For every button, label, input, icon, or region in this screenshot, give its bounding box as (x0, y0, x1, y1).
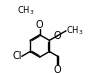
Text: CH$_3$: CH$_3$ (17, 4, 35, 17)
Text: O: O (54, 65, 61, 73)
Text: O: O (36, 20, 44, 30)
Text: CH$_3$: CH$_3$ (66, 25, 84, 37)
Text: O: O (54, 31, 61, 41)
Text: Cl: Cl (12, 51, 22, 61)
